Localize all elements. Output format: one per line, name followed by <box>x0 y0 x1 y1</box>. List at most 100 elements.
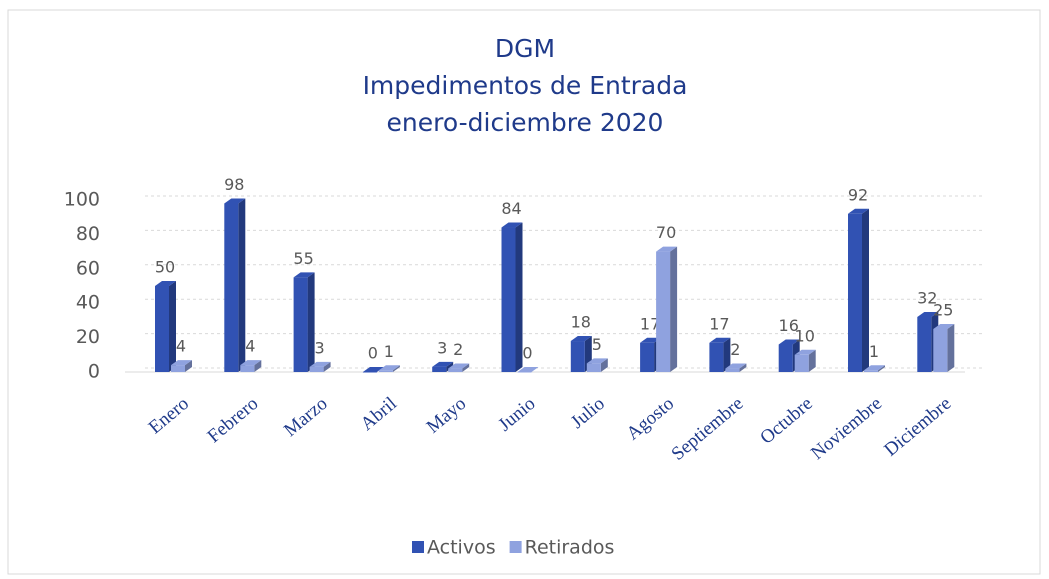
chart-title: Impedimentos de Entrada <box>363 71 688 100</box>
data-label: 17 <box>709 314 729 333</box>
bar-face <box>323 361 331 372</box>
bar-face <box>515 222 523 372</box>
bar-face <box>254 360 262 372</box>
bar <box>709 337 731 372</box>
bar-face <box>586 363 601 372</box>
bar-face <box>933 324 955 329</box>
bar-face <box>432 361 454 367</box>
bar-face <box>862 208 869 372</box>
bar-face <box>448 368 463 372</box>
bar <box>309 361 331 372</box>
bar <box>586 358 608 372</box>
y-tick-label: 60 <box>76 257 100 279</box>
legend-swatch <box>412 541 424 553</box>
y-tick-label: 20 <box>76 326 100 348</box>
data-label: 3 <box>437 338 447 357</box>
bar <box>224 198 246 372</box>
bar-face <box>169 281 176 372</box>
bar-face <box>171 360 192 366</box>
data-label: 92 <box>848 185 868 204</box>
bar-face <box>501 227 516 372</box>
bar-face <box>307 272 315 372</box>
data-label: 55 <box>293 249 313 268</box>
bar-face <box>570 336 592 342</box>
data-label: 4 <box>245 337 255 356</box>
bar-face <box>778 344 793 372</box>
bar <box>517 367 539 373</box>
data-label: 10 <box>795 326 815 345</box>
bar-face <box>155 286 169 372</box>
legend-label: Retirados <box>525 537 615 559</box>
data-label: 50 <box>155 258 175 277</box>
bar-face <box>517 367 539 372</box>
bar-face <box>656 251 671 372</box>
data-label: 25 <box>933 301 953 320</box>
bar-face <box>224 198 246 204</box>
bar <box>794 349 816 372</box>
y-tick-label: 100 <box>64 189 100 211</box>
bar-face <box>725 368 740 372</box>
bar-face <box>309 361 331 367</box>
bar-face <box>709 337 731 343</box>
bar-face <box>309 366 324 372</box>
bar-face <box>462 363 470 372</box>
bar-face <box>501 222 523 228</box>
bar-face <box>864 370 878 372</box>
bar <box>432 361 454 372</box>
bar <box>155 281 176 372</box>
bar-face <box>293 272 315 278</box>
bar-face <box>240 365 255 372</box>
bar-face <box>517 372 532 373</box>
data-label: 84 <box>501 199 521 218</box>
data-label: 0 <box>368 344 378 363</box>
bar-face <box>432 366 447 372</box>
bar <box>448 363 470 372</box>
y-tick-label: 40 <box>76 292 100 314</box>
bar-face <box>448 363 470 369</box>
bar <box>378 365 400 372</box>
bar-face <box>947 324 955 372</box>
data-label: 98 <box>224 175 244 194</box>
bar-face <box>600 358 608 372</box>
bar <box>171 360 192 372</box>
bar-face <box>794 354 809 372</box>
bar <box>848 208 869 372</box>
bar-face <box>917 311 939 317</box>
bar-face <box>933 329 948 372</box>
data-label: 1 <box>384 342 394 361</box>
data-label: 5 <box>592 335 602 354</box>
data-label: 18 <box>571 313 591 332</box>
bar <box>864 365 885 372</box>
data-label: 4 <box>176 337 186 356</box>
legend-swatch <box>509 541 522 553</box>
bar-face <box>878 365 885 372</box>
bar-face <box>723 337 731 372</box>
bar <box>725 363 747 372</box>
bar-face <box>586 358 608 364</box>
data-label: 32 <box>917 288 937 307</box>
data-label: 0 <box>522 344 532 363</box>
bar-face <box>725 363 747 369</box>
bar-face <box>864 365 885 371</box>
bar-face <box>224 203 239 372</box>
bar-face <box>238 198 246 372</box>
bar-face <box>171 365 185 372</box>
bar <box>362 367 384 373</box>
chart-title: enero-diciembre 2020 <box>387 108 664 137</box>
bar-face <box>848 208 869 214</box>
bar <box>656 246 678 372</box>
bar-face <box>808 349 816 372</box>
bar-face <box>392 365 400 372</box>
bar <box>293 272 315 372</box>
data-label: 70 <box>656 223 676 242</box>
bar-face <box>240 360 262 366</box>
bar-face <box>848 213 862 372</box>
data-label: 1 <box>869 342 879 361</box>
bar-face <box>640 337 662 343</box>
bar-face <box>570 341 585 372</box>
bar-face <box>709 342 724 372</box>
data-label: 3 <box>315 338 325 357</box>
bar-face <box>917 316 932 372</box>
bar-face <box>778 339 800 345</box>
